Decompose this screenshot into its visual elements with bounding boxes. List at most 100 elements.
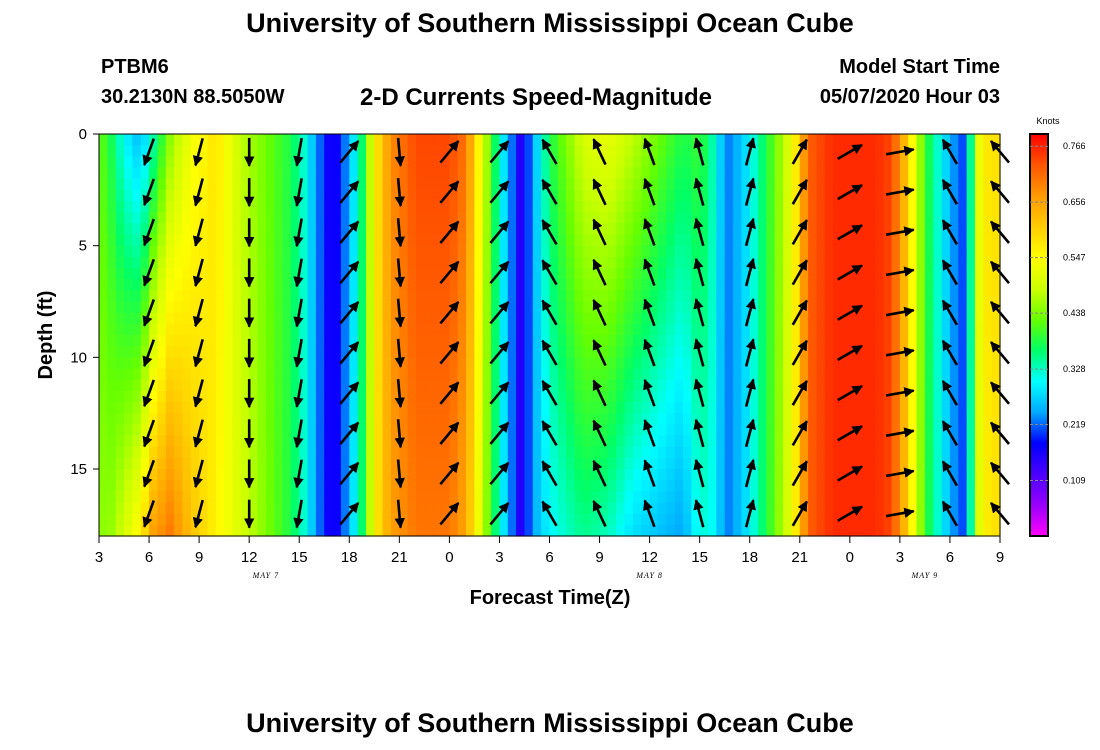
heat-cell: [599, 167, 609, 180]
heat-cell: [733, 502, 742, 515]
heat-cell: [641, 201, 651, 213]
heat-cell: [99, 323, 108, 336]
heat-cell: [432, 167, 442, 180]
heat-cell: [382, 346, 392, 358]
heat-cell: [858, 245, 868, 258]
heat-cell: [566, 480, 576, 492]
heat-cell: [983, 435, 993, 448]
heat-cell: [424, 212, 434, 224]
heat-cell: [457, 156, 467, 169]
heat-cell: [958, 134, 968, 146]
heat-cell: [783, 323, 793, 336]
heat-cell: [282, 156, 292, 169]
heat-cell: [332, 256, 342, 269]
heat-cell: [816, 469, 826, 481]
heat-cell: [808, 402, 818, 414]
heat-cell: [424, 245, 434, 258]
heat-cell: [958, 368, 968, 381]
heat-cell: [933, 301, 943, 314]
heat-cell: [766, 390, 776, 403]
heat-cell: [432, 323, 442, 336]
heatmap-cells: [99, 134, 1001, 537]
heat-cell: [607, 357, 617, 370]
heat-cell: [983, 178, 993, 191]
heat-cell: [207, 134, 217, 146]
current-vector-arrow: [885, 507, 915, 518]
heat-cell: [874, 256, 884, 269]
heat-cell: [833, 390, 843, 403]
heat-cell: [908, 513, 918, 526]
heat-cell: [916, 189, 926, 202]
heat-cell: [357, 156, 367, 169]
heat-cell: [299, 502, 309, 515]
heat-cell: [199, 268, 209, 280]
heat-cell: [774, 234, 784, 247]
heat-cell: [891, 256, 901, 269]
heat-cell: [916, 256, 926, 269]
heat-cell: [157, 357, 167, 370]
heat-cell: [766, 457, 776, 470]
heat-cell: [657, 145, 667, 157]
heat-cell: [983, 323, 993, 336]
heat-cell: [182, 446, 192, 459]
heat-cell: [224, 446, 234, 459]
heat-cell: [524, 223, 534, 236]
heat-cell: [657, 513, 667, 526]
heat-cell: [257, 502, 267, 515]
heat-cell: [516, 491, 526, 504]
heat-cell: [165, 245, 175, 258]
heat-cell: [549, 480, 559, 492]
heat-cell: [190, 424, 200, 437]
heat-cell: [207, 413, 217, 425]
heat-cell: [274, 323, 284, 336]
heat-cell: [524, 480, 534, 492]
heat-cell: [474, 212, 484, 224]
heat-cell: [874, 346, 884, 358]
heat-cell: [933, 323, 943, 336]
heat-cell: [691, 234, 701, 247]
heat-cell: [632, 469, 642, 481]
heat-cell: [949, 480, 959, 492]
heat-cell: [632, 256, 642, 269]
heat-cell: [741, 457, 751, 470]
heat-cell: [424, 335, 434, 347]
heat-cell: [424, 379, 434, 392]
heat-cell: [324, 435, 334, 448]
heat-cell: [966, 491, 976, 504]
heat-cell: [491, 446, 501, 459]
heat-cell: [891, 413, 901, 425]
heat-cell: [874, 212, 884, 224]
heat-cell: [716, 223, 726, 236]
heat-cell: [332, 189, 342, 202]
heat-cell: [541, 491, 551, 504]
heat-cell: [157, 134, 167, 146]
heat-cell: [966, 357, 976, 370]
heat-cell: [349, 335, 359, 347]
heat-cell: [324, 335, 334, 347]
heat-cell: [783, 368, 793, 381]
heat-cell: [774, 469, 784, 481]
heat-cell: [507, 290, 517, 303]
colorbar-tick-label: 0.547: [1063, 253, 1086, 263]
heat-cell: [816, 502, 826, 515]
heat-cell: [466, 301, 476, 314]
heat-cell: [599, 312, 609, 325]
heat-cell: [899, 480, 909, 492]
heat-cell: [824, 145, 834, 157]
heat-cell: [332, 145, 342, 157]
heat-cell: [758, 457, 767, 470]
heat-cell: [624, 134, 634, 146]
heat-cell: [799, 279, 809, 291]
heat-cell: [232, 212, 242, 224]
heat-cell: [441, 134, 450, 146]
heat-cell: [107, 480, 117, 492]
heat-cell: [365, 279, 375, 291]
heat-cell: [883, 435, 893, 448]
heat-cell: [774, 223, 784, 236]
current-vector-arrow: [693, 418, 705, 448]
heat-cell: [657, 446, 667, 459]
heat-cell: [632, 502, 642, 515]
heat-cell: [607, 178, 617, 191]
heat-cell: [933, 178, 943, 191]
heat-cell: [983, 201, 993, 213]
